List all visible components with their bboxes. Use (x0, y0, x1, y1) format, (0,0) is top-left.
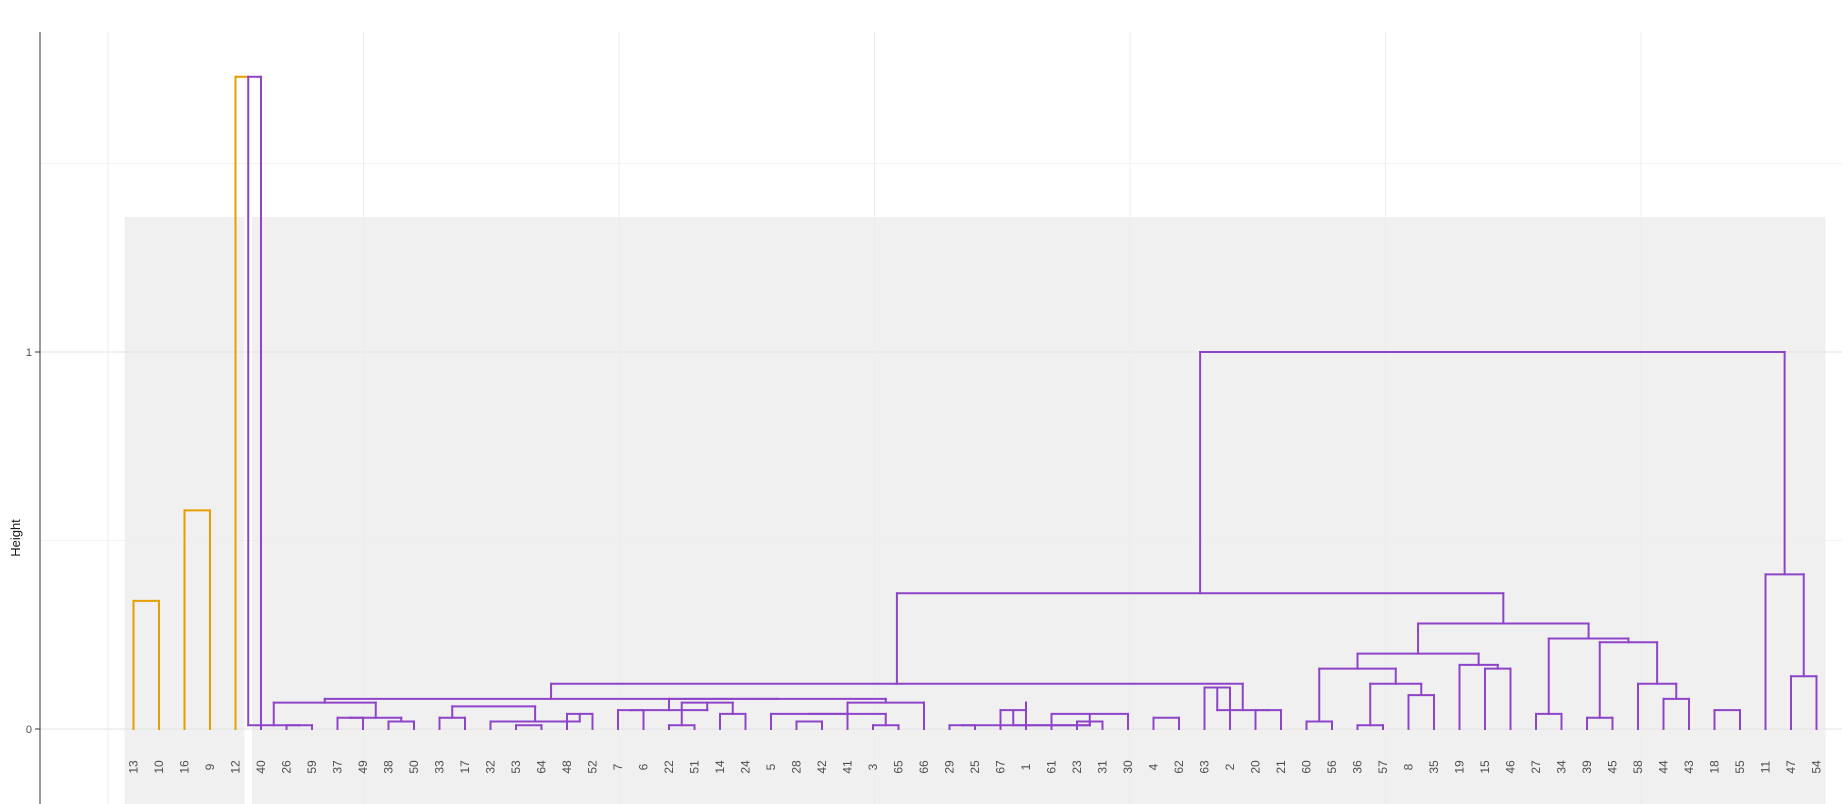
leaf-label: 22 (662, 760, 676, 774)
leaf-label: 43 (1682, 760, 1696, 774)
leaf-label: 49 (356, 760, 370, 774)
leaf-label: 59 (305, 760, 319, 774)
leaf-label: 47 (1784, 760, 1798, 774)
leaf-label: 54 (1810, 760, 1824, 774)
leaf-label: 15 (1478, 760, 1492, 774)
leaf-label: 17 (458, 760, 472, 774)
leaf-label: 50 (407, 760, 421, 774)
leaf-label: 57 (1376, 760, 1390, 774)
leaf-label: 25 (968, 760, 982, 774)
leaf-label: 24 (739, 760, 753, 774)
leaf-label: 16 (178, 760, 192, 774)
leaf-label: 62 (1172, 760, 1186, 774)
cluster-panels (124, 217, 1826, 804)
leaf-label: 6 (637, 763, 651, 770)
leaf-label: 21 (1274, 760, 1288, 774)
leaf-label: 5 (764, 763, 778, 770)
y-axis-ticks: 01 (26, 347, 40, 736)
leaf-label: 20 (1249, 760, 1263, 774)
leaf-label: 39 (1580, 760, 1594, 774)
leaf-label: 29 (943, 760, 957, 774)
leaf-label: 64 (535, 760, 549, 774)
leaf-label: 7 (611, 763, 625, 770)
y-tick-label: 0 (26, 724, 32, 736)
leaf-label: 65 (892, 760, 906, 774)
leaf-label: 46 (1504, 760, 1518, 774)
leaf-label: 55 (1733, 760, 1747, 774)
leaf-label: 23 (1070, 760, 1084, 774)
leaf-label: 28 (790, 760, 804, 774)
leaf-label: 51 (688, 760, 702, 774)
leaf-label: 41 (841, 760, 855, 774)
leaf-label: 10 (152, 760, 166, 774)
leaf-label: 3 (866, 763, 880, 770)
leaf-label: 58 (1631, 760, 1645, 774)
leaf-label: 48 (560, 760, 574, 774)
leaf-label: 14 (713, 760, 727, 774)
leaf-label: 12 (229, 760, 243, 774)
leaf-label: 38 (382, 760, 396, 774)
leaf-label: 40 (254, 760, 268, 774)
leaf-label: 53 (509, 760, 523, 774)
leaf-label: 35 (1427, 760, 1441, 774)
leaf-label: 52 (586, 760, 600, 774)
leaf-label: 61 (1045, 760, 1059, 774)
leaf-label: 63 (1198, 760, 1212, 774)
leaf-label: 26 (280, 760, 294, 774)
leaf-labels: 13 10 16 9 12 40 26 59 37 49 38 50 33 17 32 53 64 48 52 7 6 2… (127, 760, 1824, 774)
leaf-label: 66 (917, 760, 931, 774)
leaf-label: 33 (433, 760, 447, 774)
leaf-label: 31 (1096, 760, 1110, 774)
leaf-label: 45 (1606, 760, 1620, 774)
leaf-label: 42 (815, 760, 829, 774)
leaf-label: 1 (1019, 763, 1033, 770)
leaf-label: 30 (1121, 760, 1135, 774)
leaf-label: 9 (203, 763, 217, 770)
leaf-label: 36 (1351, 760, 1365, 774)
leaf-label: 60 (1300, 760, 1314, 774)
grid-lines (40, 32, 1842, 804)
leaf-label: 56 (1325, 760, 1339, 774)
leaf-label: 4 (1147, 763, 1161, 770)
y-tick-label: 1 (26, 347, 32, 359)
y-axis-label: Height (8, 519, 23, 557)
leaf-label: 11 (1759, 760, 1773, 773)
leaf-label: 27 (1529, 760, 1543, 774)
leaf-label: 18 (1708, 760, 1722, 774)
leaf-label: 67 (994, 760, 1008, 774)
dendrogram-branches (132, 75, 1818, 730)
leaf-label: 44 (1657, 760, 1671, 774)
leaf-label: 2 (1223, 763, 1237, 770)
leaf-label: 8 (1402, 763, 1416, 770)
leaf-label: 34 (1555, 760, 1569, 774)
leaf-label: 13 (127, 760, 141, 774)
leaf-label: 32 (484, 760, 498, 774)
cluster-panel-2 (252, 217, 1826, 804)
leaf-label: 19 (1453, 760, 1467, 774)
leaf-label: 37 (331, 760, 345, 774)
